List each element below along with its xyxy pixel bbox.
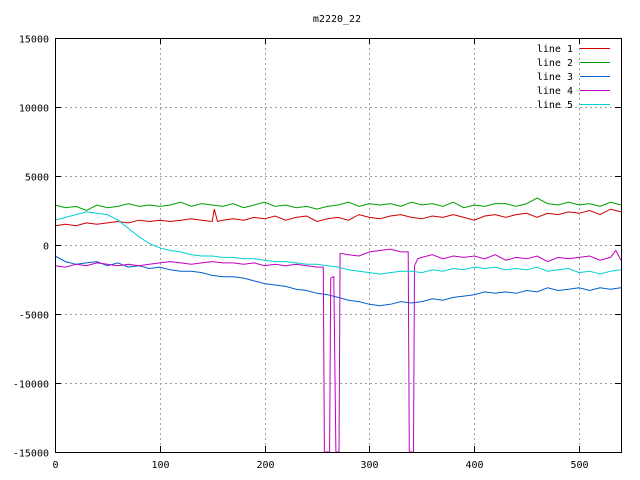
x-tick-label: 200: [256, 460, 274, 471]
x-tick-label: 500: [570, 460, 588, 471]
series-line-5: [54, 211, 622, 275]
grid: [55, 38, 621, 452]
series-lines: [54, 197, 622, 453]
x-tick-label: 100: [151, 460, 169, 471]
y-tick-label: -10000: [13, 380, 49, 391]
x-tick-label: 300: [360, 460, 378, 471]
legend: line 1 line 2 line 3 line 4 line 5: [537, 44, 610, 111]
x-tick-label: 0: [52, 460, 58, 471]
x-tick-label: 400: [465, 460, 483, 471]
y-tick-label: 0: [43, 242, 49, 253]
chart-title: m2220_22: [313, 14, 361, 25]
y-tick-label: 10000: [19, 104, 49, 115]
legend-label: line 2: [537, 58, 573, 69]
legend-label: line 3: [537, 72, 573, 83]
y-tick-label: 15000: [19, 35, 49, 46]
y-tick-label: -5000: [19, 311, 49, 322]
series-line-1: [54, 208, 622, 227]
legend-label: line 1: [537, 44, 573, 55]
y-axis-tick-labels: 15000 10000 5000 0 -5000 -10000 -15000: [13, 35, 49, 460]
y-tick-label: 5000: [25, 173, 49, 184]
y-tick-label: -15000: [13, 449, 49, 460]
series-line-3: [54, 255, 622, 307]
legend-label: line 4: [537, 86, 573, 97]
legend-label: line 5: [537, 100, 573, 111]
series-line-2: [54, 197, 622, 212]
axis-ticks: [55, 38, 621, 453]
series-line-4: [54, 248, 622, 453]
x-axis-tick-labels: 0 100 200 300 400 500: [52, 460, 588, 471]
